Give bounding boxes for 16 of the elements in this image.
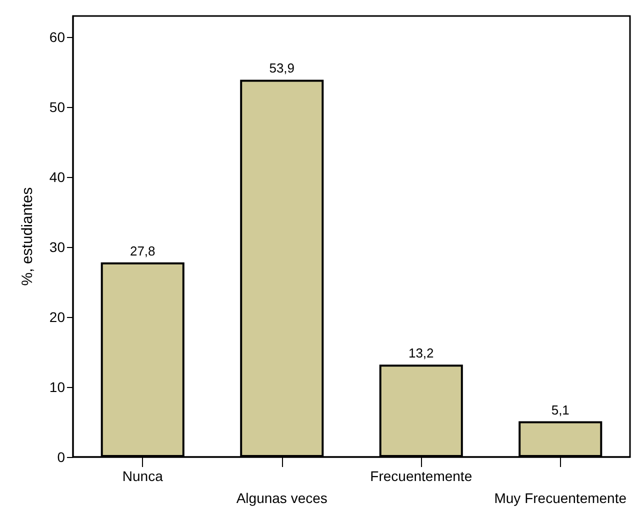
y-tick-label: 60 (49, 29, 66, 45)
y-tick-label: 0 (57, 449, 66, 465)
x-tick-label: Muy Frecuentemente (494, 490, 627, 506)
y-tick-label: 20 (49, 309, 66, 325)
x-tick-label: Algunas veces (236, 490, 328, 506)
y-axis-title: %, estudiantes (19, 187, 36, 286)
x-tick-label: Nunca (122, 468, 164, 484)
data-label: 5,1 (551, 402, 570, 418)
y-tick-label: 50 (49, 99, 66, 115)
y-tick-label: 40 (49, 169, 66, 185)
data-label: 53,9 (269, 60, 295, 76)
y-tick-label: 10 (49, 379, 66, 395)
y-tick-label: 30 (49, 239, 66, 255)
x-tick-label: Frecuentemente (370, 468, 472, 484)
data-label: 13,2 (408, 346, 434, 361)
data-label: 27,8 (130, 243, 156, 258)
